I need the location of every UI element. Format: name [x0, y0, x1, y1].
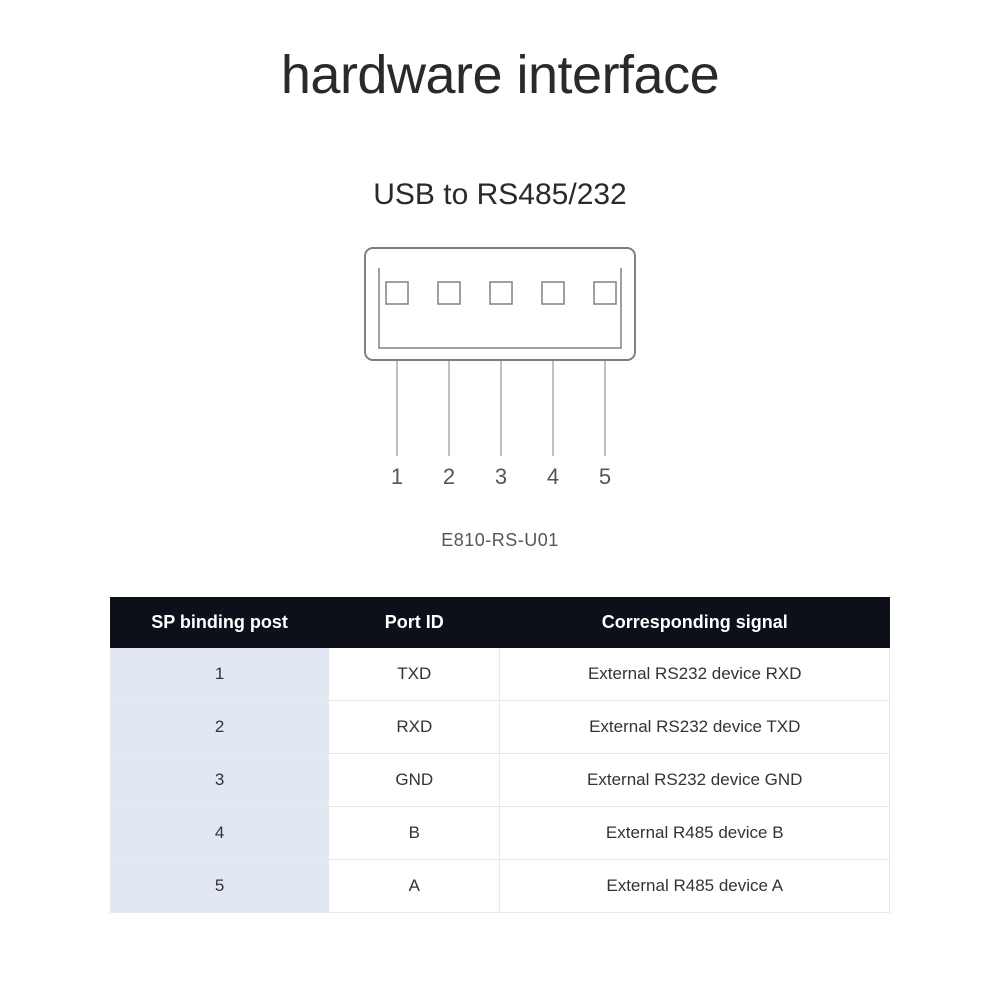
- cell-post: 1: [111, 648, 329, 701]
- cell-signal: External RS232 device TXD: [500, 701, 890, 754]
- pinout-diagram: 1 2 3 4 5: [0, 240, 1000, 500]
- cell-signal: External R485 device B: [500, 807, 890, 860]
- cell-post: 2: [111, 701, 329, 754]
- table-row: 5AExternal R485 device A: [111, 860, 890, 913]
- cell-portid: A: [329, 860, 500, 913]
- svg-text:4: 4: [547, 464, 559, 489]
- pin-table: SP binding post Port ID Corresponding si…: [110, 597, 890, 913]
- model-label: E810-RS-U01: [0, 530, 1000, 551]
- cell-post: 5: [111, 860, 329, 913]
- svg-text:2: 2: [443, 464, 455, 489]
- cell-signal: External RS232 device RXD: [500, 648, 890, 701]
- cell-signal: External RS232 device GND: [500, 754, 890, 807]
- table-header-signal: Corresponding signal: [500, 598, 890, 648]
- table-row: 2RXDExternal RS232 device TXD: [111, 701, 890, 754]
- cell-portid: B: [329, 807, 500, 860]
- table-row: 4BExternal R485 device B: [111, 807, 890, 860]
- cell-portid: RXD: [329, 701, 500, 754]
- svg-text:1: 1: [391, 464, 403, 489]
- cell-post: 4: [111, 807, 329, 860]
- table-row: 1TXDExternal RS232 device RXD: [111, 648, 890, 701]
- table-header-post: SP binding post: [111, 598, 329, 648]
- table-header-row: SP binding post Port ID Corresponding si…: [111, 598, 890, 648]
- cell-portid: TXD: [329, 648, 500, 701]
- page-title: hardware interface: [0, 0, 1000, 106]
- cell-signal: External R485 device A: [500, 860, 890, 913]
- table-row: 3GNDExternal RS232 device GND: [111, 754, 890, 807]
- diagram-subtitle: USB to RS485/232: [0, 178, 1000, 212]
- svg-text:5: 5: [599, 464, 611, 489]
- table-header-portid: Port ID: [329, 598, 500, 648]
- svg-text:3: 3: [495, 464, 507, 489]
- cell-post: 3: [111, 754, 329, 807]
- cell-portid: GND: [329, 754, 500, 807]
